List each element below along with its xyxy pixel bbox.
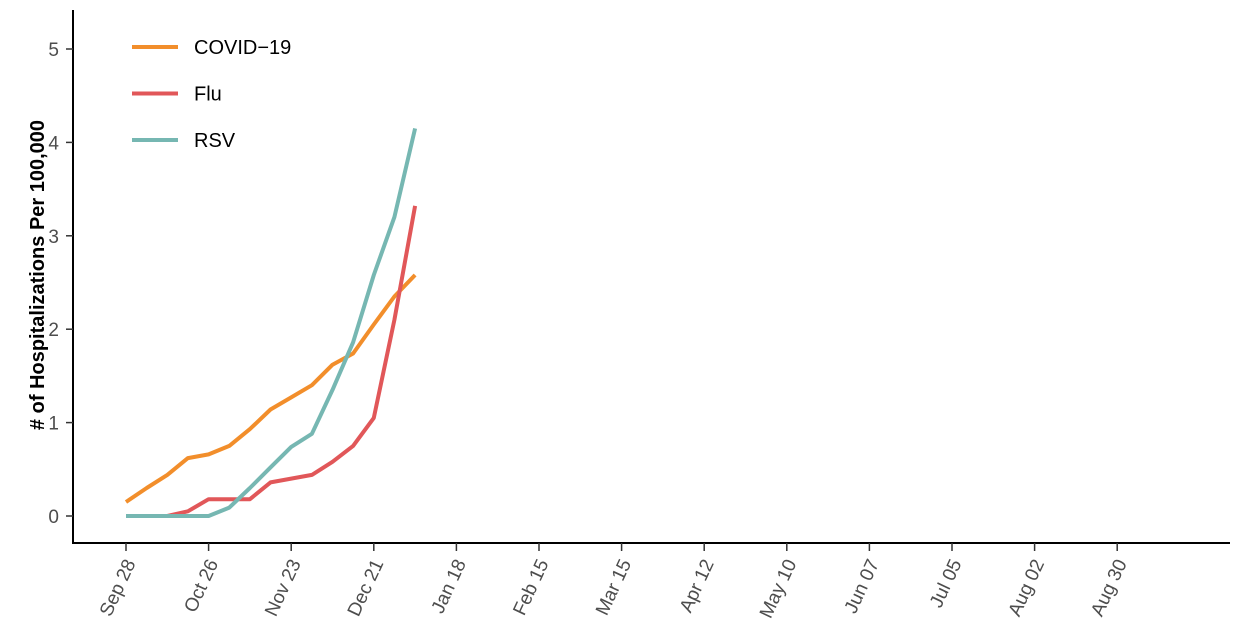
x-tick-label: Jul 05 — [926, 556, 966, 611]
x-tick-label: Aug 30 — [1087, 556, 1131, 619]
legend-label: RSV — [194, 130, 236, 152]
x-tick-label: Jun 07 — [841, 556, 884, 617]
x-tick-label: Aug 02 — [1005, 556, 1049, 619]
series-line-0 — [124, 273, 417, 504]
x-tick-label: Apr 12 — [676, 556, 719, 616]
y-tick-label: 2 — [48, 320, 59, 341]
series-lines — [124, 127, 418, 518]
x-axis-ticks: Sep 28 Oct 26 Nov 23 Dec 21 Jan 18 Feb 15 Mar … — [96, 543, 1132, 622]
y-tick-label: 3 — [48, 227, 59, 248]
axes — [72, 10, 1230, 544]
y-tick-label: 4 — [48, 133, 59, 154]
x-tick-label: Feb 15 — [509, 556, 553, 618]
x-tick-label: Nov 23 — [261, 556, 305, 619]
y-axis-title: # of Hospitalizations Per 100,000 — [27, 120, 49, 430]
y-tick-label: 0 — [48, 507, 59, 528]
x-tick-label: Dec 21 — [344, 556, 388, 619]
x-tick-label: Sep 28 — [96, 556, 140, 619]
x-tick-label: May 10 — [756, 556, 801, 621]
x-tick-label: Jan 18 — [428, 556, 471, 617]
legend-label: Flu — [194, 84, 222, 106]
legend: COVID−19 Flu RSV — [132, 37, 291, 152]
x-tick-label: Oct 26 — [180, 556, 223, 616]
y-tick-label: 1 — [48, 414, 59, 435]
x-tick-label: Mar 15 — [592, 556, 636, 618]
y-tick-label: 5 — [48, 40, 59, 61]
legend-label: COVID−19 — [194, 37, 291, 59]
y-axis-ticks: 0 1 2 3 4 5 — [48, 40, 73, 528]
series-line-2 — [126, 127, 418, 518]
